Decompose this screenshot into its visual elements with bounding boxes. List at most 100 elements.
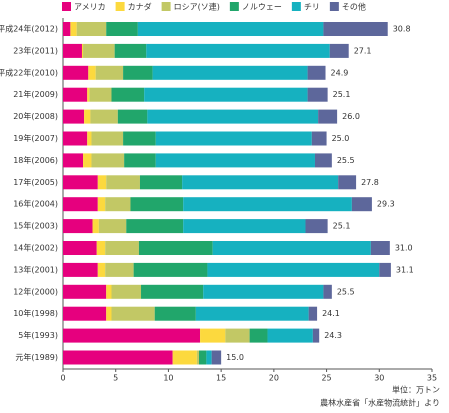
bar-segment [96,241,106,255]
y-tick-label: 18年(2006) [13,155,58,165]
bar-segment [63,87,88,102]
bar-segment [314,153,332,168]
bar-segment [63,197,98,212]
bar-segment [111,306,155,321]
bar-segment [63,175,98,190]
bar-segment [329,43,349,58]
x-tick-label: 30 [374,374,384,383]
y-tick-label: 16年(2004) [13,199,58,209]
x-tick-label: 35 [427,374,437,383]
bar-segment [105,262,134,277]
total-label: 27.1 [354,46,372,55]
y-tick-label: 12年(2000) [13,286,58,296]
bar-segment [130,197,184,212]
legend-label: カナダ [128,2,152,12]
bar-segment [106,22,138,36]
bar-segment [172,350,197,365]
bar-segment [138,241,213,255]
legend-swatch [62,2,71,11]
bar-segment [63,328,201,343]
bar-segment [133,262,208,277]
bar-segment [63,43,82,58]
bar-segment [155,153,315,168]
bar-segment [311,131,327,146]
bar-segment [123,65,153,80]
y-tick-label: 10年(1998) [13,308,58,318]
bar-segment [97,197,106,212]
y-tick-label: 23年(2011) [13,45,58,55]
bar-segment [155,131,312,146]
y-tick-label: 20年(2008) [13,111,58,121]
bar-segment [351,197,372,212]
total-label: 31.0 [395,244,413,253]
bar-segment [98,219,127,234]
y-tick-label: 13年(2001) [13,264,58,274]
y-tick-label: 19年(2007) [13,133,58,143]
bar-segment [106,175,140,190]
total-label: 31.1 [396,265,414,274]
bar-segment [200,328,226,343]
bar-segment [123,131,156,146]
bar-segment [305,219,328,234]
bar-segment [105,241,139,255]
bar-segment [146,43,330,58]
total-label: 29.3 [377,200,395,209]
bar-segment [92,219,99,234]
legend-label: その他 [342,2,366,12]
bar-segment [154,306,196,321]
total-label: 15.0 [226,353,244,362]
bar-segment [312,328,320,343]
total-label: 25.1 [333,90,351,99]
bar-segment [84,109,91,124]
total-label: 25.0 [332,134,350,143]
bar-segment [249,328,268,343]
total-label: 24.1 [322,309,340,318]
bar-segment [97,262,106,277]
bar-segment [182,175,339,190]
bar-segment [124,153,156,168]
y-tick-label: 平成22年(2010) [0,67,58,77]
y-tick-label: 17年(2005) [13,177,58,187]
y-tick-label: 平成24年(2012) [0,24,58,34]
bar-segment [106,306,112,321]
bar-segment [105,197,131,212]
bar-segment [211,350,222,365]
total-label: 25.5 [337,287,355,296]
bar-segment [63,262,98,277]
legend-label: アメリカ [74,3,106,12]
bar-segment [87,131,92,146]
bar-segment [206,350,212,365]
bar-segment [91,153,125,168]
y-tick-label: 5年(1993) [18,330,58,340]
x-tick-label: 15 [216,374,226,383]
bar-segment [183,197,352,212]
bar-segment [88,65,96,80]
bar-segment [91,131,124,146]
bar-segment [70,22,77,36]
bar-segment [83,43,115,58]
bar-segment [114,43,147,58]
x-tick-label: 0 [60,374,65,383]
y-tick-label: 15年(2003) [13,221,58,231]
bar-segment [139,175,183,190]
bar-segment [199,350,207,365]
x-tick-label: 5 [113,374,118,383]
x-tick-label: 10 [163,374,173,383]
legend-swatch [161,2,171,11]
bar-segment [111,87,145,102]
y-tick-label: 21年(2009) [13,89,58,99]
bar-segment [147,109,319,124]
bar-segment [111,284,142,299]
total-label: 26.0 [342,112,360,121]
bar-segment [90,109,118,124]
bar-segment [318,109,338,124]
bar-segment [307,65,326,80]
bar-segment [144,87,308,102]
legend-label: チリ [304,3,320,12]
bar-segment [63,22,71,36]
bar-segment [308,306,318,321]
bar-segment [212,241,371,255]
bar-segment [207,262,380,277]
bar-segment [338,175,357,190]
